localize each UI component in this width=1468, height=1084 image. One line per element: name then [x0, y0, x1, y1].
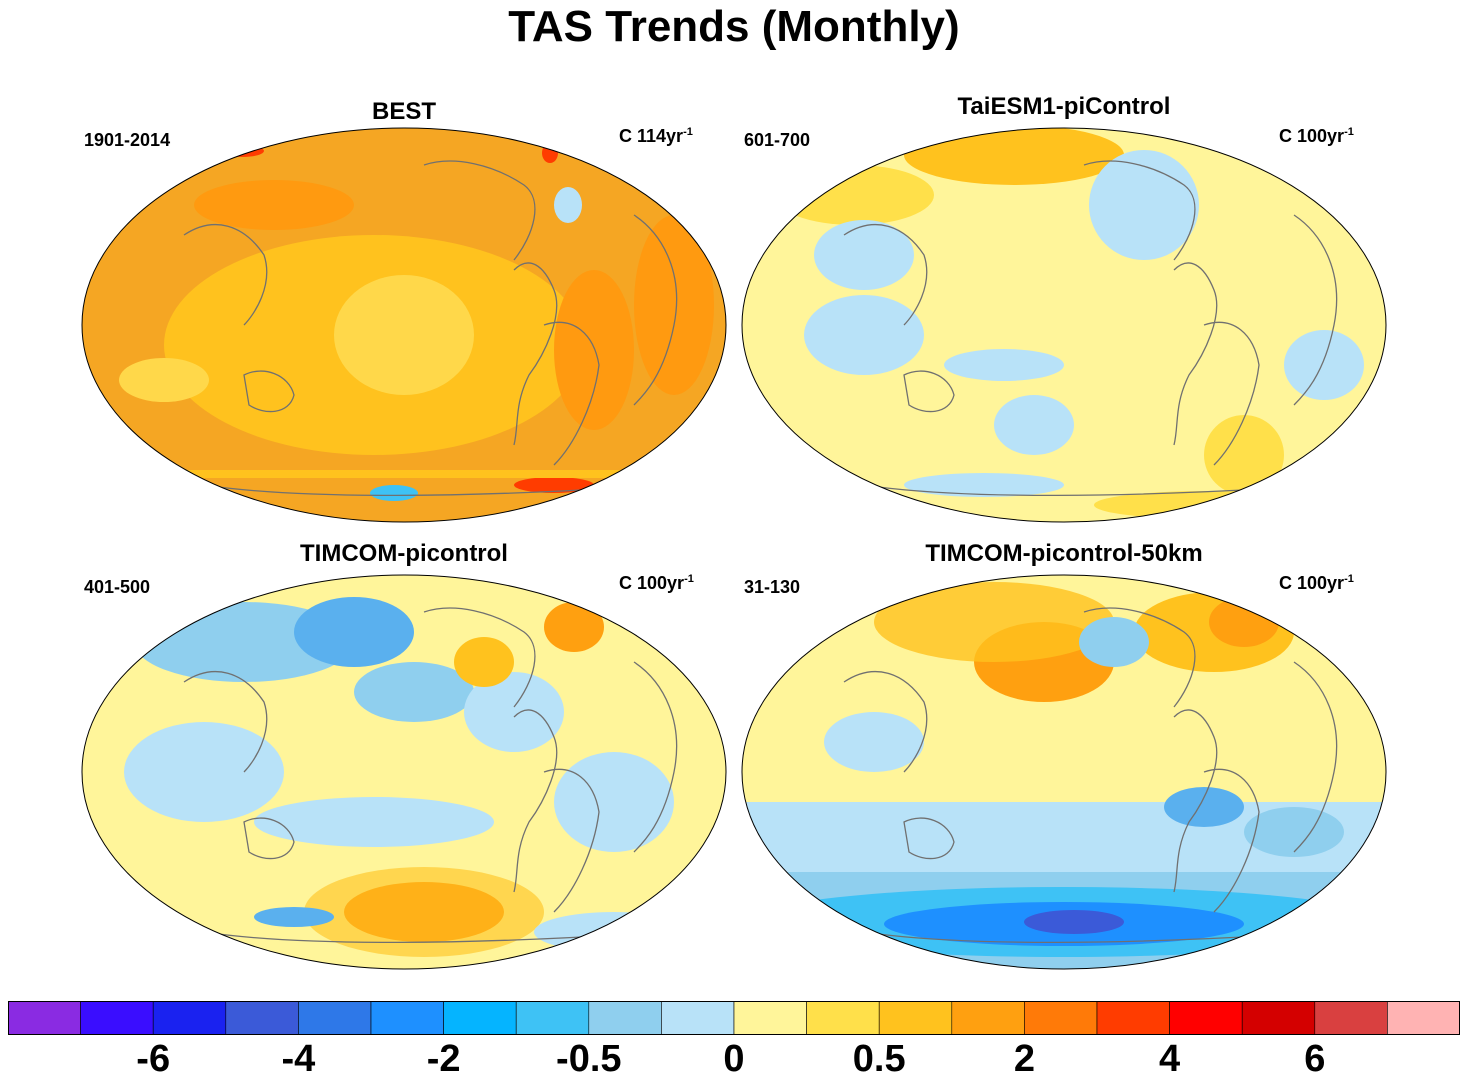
- colorbar-swatch: [733, 1001, 807, 1035]
- colorbar-tick-label: 6: [1304, 1038, 1326, 1080]
- panel-title: TaiESM1-piControl: [957, 93, 1171, 120]
- colorbar-swatch: [661, 1001, 735, 1035]
- panel-period: 601-700: [744, 130, 811, 150]
- panel-title: BEST: [371, 98, 436, 125]
- panel-units: C 100yr-1: [1279, 573, 1354, 593]
- panel-units: C 100yr-1: [1279, 126, 1354, 146]
- colorbar-frame: [8, 1001, 1460, 1035]
- map-timcom: [81, 574, 727, 970]
- colorbar-swatch: [1024, 1001, 1098, 1035]
- colorbar-swatch: [443, 1001, 517, 1035]
- colorbar-swatch: [806, 1001, 880, 1035]
- colorbar-swatch: [370, 1001, 444, 1035]
- colorbar-tick-label: -0.5: [556, 1038, 622, 1080]
- colorbar-swatch: [8, 1001, 81, 1035]
- colorbar-swatch: [80, 1001, 154, 1035]
- map-panel-timcom: TIMCOM-picontrol 401-500 C 100yr-1: [74, 537, 734, 987]
- map-best: [81, 127, 727, 523]
- map-panel-best: BEST 1901-2014 C 114yr-1: [74, 95, 734, 545]
- panel-title: TIMCOM-picontrol: [300, 540, 508, 567]
- colorbar-swatch: [298, 1001, 372, 1035]
- colorbar-tick-label: 2: [1013, 1038, 1035, 1080]
- map-panel-timcom-50km: TIMCOM-picontrol-50km 31-130 C 100yr-1: [734, 537, 1394, 987]
- panel-units: C 100yr-1: [619, 573, 694, 593]
- colorbar-swatch: [152, 1001, 227, 1035]
- map-timcom-50km: [741, 574, 1387, 970]
- map-taiesm1: [741, 127, 1387, 523]
- colorbar-swatch: [1169, 1001, 1243, 1035]
- colorbar-swatch: [878, 1001, 953, 1035]
- colorbar-swatch: [588, 1001, 662, 1035]
- colorbar-tick-label: 0.5: [852, 1038, 906, 1080]
- figure-title: TAS Trends (Monthly): [508, 2, 960, 51]
- colorbar-tick-label: -6: [136, 1038, 171, 1080]
- colorbar-swatch: [951, 1001, 1025, 1035]
- panel-period: 1901-2014: [84, 130, 171, 150]
- colorbar-tick-label: -4: [281, 1038, 316, 1080]
- colorbar: [8, 1001, 1460, 1035]
- panel-units: C 114yr-1: [619, 126, 693, 146]
- colorbar-tick-label: -2: [426, 1038, 461, 1080]
- colorbar-swatch: [1241, 1001, 1316, 1035]
- colorbar-swatch: [1387, 1001, 1460, 1035]
- colorbar-tick-label: 0: [723, 1038, 745, 1080]
- colorbar-swatch: [515, 1001, 590, 1035]
- colorbar-tick-label: 4: [1159, 1038, 1181, 1080]
- colorbar-labels: -6 -4 -2 -0.5 0 0.5 2 4 6: [0, 1038, 1468, 1084]
- colorbar-swatch: [225, 1001, 299, 1035]
- panel-title: TIMCOM-picontrol-50km: [925, 540, 1203, 567]
- panel-period: 31-130: [744, 577, 801, 597]
- colorbar-swatch: [1314, 1001, 1388, 1035]
- panel-period: 401-500: [84, 577, 151, 597]
- map-panel-taiesm1: TaiESM1-piControl 601-700 C 100yr-1: [734, 90, 1394, 540]
- colorbar-swatch: [1096, 1001, 1170, 1035]
